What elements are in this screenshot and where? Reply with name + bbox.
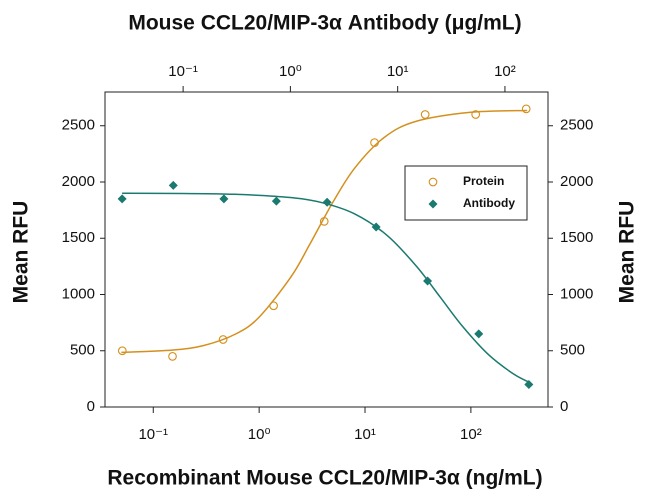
top-axis-title: Mouse CCL20/MIP-3α Antibody (μg/mL) [128, 12, 521, 35]
data-point [271, 196, 281, 206]
fit-curve [122, 192, 530, 383]
x2-tick-label: 10⁻¹ [168, 63, 198, 80]
y-tick-label: 1500 [62, 229, 95, 246]
x-tick-label: 10¹ [354, 426, 376, 443]
y2-tick-label: 1000 [560, 285, 593, 302]
y-tick-label: 2500 [62, 117, 95, 134]
legend-box [404, 165, 528, 221]
y-tick-label: 1000 [62, 285, 95, 302]
y2-tick-label: 1500 [560, 229, 593, 246]
data-point [117, 194, 127, 204]
data-point [168, 352, 177, 361]
fit-curve [121, 109, 528, 354]
data-point [471, 110, 481, 119]
y-axis-title: Mean RFU [10, 201, 33, 304]
y-tick-label: 500 [70, 342, 95, 359]
data-point [219, 194, 229, 204]
data-point [322, 197, 332, 207]
data-point [370, 138, 379, 147]
y2-tick-label: 0 [560, 398, 568, 415]
data-point [521, 104, 531, 114]
y2-tick-label: 2500 [560, 117, 593, 134]
y-tick-label: 2000 [62, 173, 95, 190]
y2-tick-label: 2000 [560, 173, 593, 190]
x-axis-title: Recombinant Mouse CCL20/MIP-3α (ng/mL) [107, 467, 542, 490]
data-point [474, 329, 484, 339]
x2-tick-label: 10⁰ [279, 63, 302, 80]
legend-label: Protein [463, 174, 504, 188]
plot-frame [104, 91, 549, 408]
data-point [524, 380, 534, 389]
data-point [371, 222, 381, 232]
x-tick-label: 10⁻¹ [138, 426, 168, 443]
legend-marker [428, 199, 438, 209]
data-point [423, 276, 433, 286]
legend-marker [428, 177, 438, 187]
y2-axis-title: Mean RFU [616, 201, 639, 304]
data-point [168, 180, 178, 190]
x-tick-label: 10² [460, 426, 482, 443]
data-point [218, 335, 228, 344]
data-point [117, 346, 127, 356]
x2-tick-label: 10¹ [387, 63, 409, 80]
data-point [319, 217, 329, 226]
data-point [269, 301, 278, 311]
data-point [420, 110, 430, 119]
y-tick-label: 0 [87, 398, 95, 415]
x-tick-label: 10⁰ [248, 426, 271, 443]
legend-label: Antibody [463, 196, 515, 210]
y2-tick-label: 500 [560, 342, 585, 359]
x2-tick-label: 10² [494, 63, 516, 80]
